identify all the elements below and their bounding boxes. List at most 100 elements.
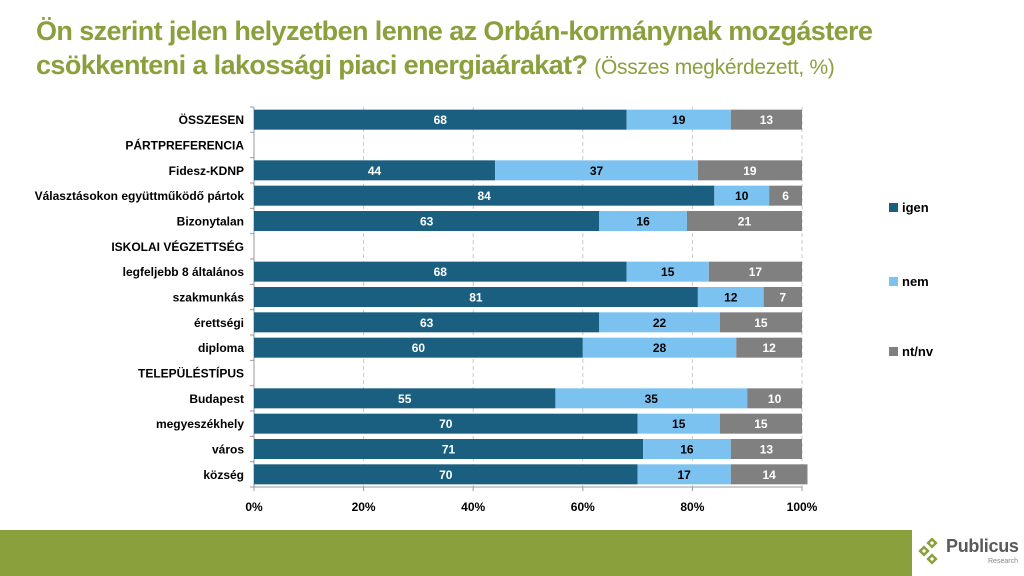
category-label: Bizonytalan (177, 215, 244, 229)
title-sub: (Összes megkérdezett, %) (594, 56, 835, 79)
x-tick-label: 20% (352, 500, 376, 514)
bar-igen (254, 312, 600, 333)
bar-nem (599, 211, 687, 231)
category-label: város (212, 443, 244, 457)
x-tick-label: 100% (787, 500, 818, 514)
data-label: 16 (680, 443, 694, 457)
data-label: 13 (760, 443, 774, 457)
data-label: 63 (420, 215, 434, 229)
category-label: megyeszékhely (156, 417, 244, 431)
bar-ntnv (686, 211, 802, 231)
data-label: 15 (754, 417, 768, 431)
bar-ntnv (708, 261, 802, 282)
data-label: 22 (653, 316, 667, 330)
category-label: Fidesz-KDNP (169, 164, 244, 178)
legend-swatch-nem (889, 277, 898, 286)
data-label: 16 (636, 215, 650, 229)
stacked-bar-chart: 0% 20% 40% 60% 80% 100% ÖSSZESEN 68 19 13 PÁRTPREF… (35, 106, 934, 514)
title-main: Ön szerint jelen helyzetben lenne az Orb… (36, 16, 873, 80)
legend-label: igen (902, 200, 929, 215)
data-label: 12 (762, 341, 776, 355)
bar-igen (254, 413, 638, 434)
data-label: 44 (368, 164, 382, 178)
category-label: PÁRTPREFERENCIA (125, 138, 244, 153)
data-label: 6 (782, 189, 789, 203)
bar-ntnv (730, 464, 808, 485)
bar-nem (643, 439, 731, 459)
category-label: község (203, 468, 244, 482)
category-label: Budapest (189, 392, 244, 406)
bar-igen (254, 287, 698, 307)
bar-ntnv (719, 312, 802, 333)
legend-label: nem (902, 274, 929, 289)
data-label: 7 (779, 291, 786, 305)
chart-title: Ön szerint jelen helyzetben lenne az Orb… (36, 14, 996, 85)
data-label: 19 (743, 164, 757, 178)
footer-band (0, 530, 912, 576)
bar-igen (254, 261, 627, 282)
data-label: 68 (434, 265, 448, 279)
bar-nem (697, 287, 764, 307)
bar-nem (626, 261, 709, 282)
bar-nem (582, 337, 737, 358)
data-label: 37 (590, 164, 604, 178)
data-label: 63 (420, 316, 434, 330)
bar-igen (254, 439, 644, 459)
bar-ntnv (769, 185, 802, 206)
data-label: 17 (749, 265, 763, 279)
category-label: ISKOLAI VÉGZETTSÉG (111, 239, 244, 254)
data-label: 15 (754, 316, 768, 330)
bar-ntnv (730, 439, 802, 459)
x-tick-label: 60% (571, 500, 595, 514)
category-label: érettségi (194, 316, 244, 330)
bar-igen (254, 160, 496, 181)
bar-ntnv (747, 388, 802, 409)
logo-name: Publicus (946, 536, 1019, 556)
data-label: 19 (672, 113, 686, 127)
bar-nem (714, 185, 770, 206)
bar-nem (626, 109, 731, 130)
category-label: ÖSSZESEN (179, 112, 244, 127)
bar-igen (254, 337, 583, 358)
bar-ntnv (763, 287, 802, 307)
publicus-logo: Publicus Research (916, 536, 1024, 572)
category-label: TELEPÜLÉSTÍPUS (138, 366, 244, 381)
bar-igen (254, 185, 715, 206)
data-label: 21 (738, 215, 752, 229)
x-tick-label: 80% (680, 500, 704, 514)
bar-nem (599, 312, 720, 333)
data-label: 81 (469, 291, 483, 305)
data-label: 12 (724, 291, 738, 305)
bar-nem (495, 160, 698, 181)
data-label: 55 (398, 392, 412, 406)
category-label: Választásokon együttműködő pártok (35, 189, 245, 203)
bar-ntnv (736, 337, 802, 358)
bar-ntnv (730, 109, 802, 130)
data-label: 60 (412, 341, 426, 355)
bar-ntnv (697, 160, 802, 181)
data-label: 28 (653, 341, 667, 355)
data-label: 71 (442, 443, 456, 457)
bar-igen (254, 211, 600, 231)
bar-igen (254, 109, 627, 130)
data-label: 70 (439, 417, 453, 431)
x-tick-label: 40% (461, 500, 485, 514)
data-label: 70 (439, 468, 453, 482)
category-label: diploma (198, 341, 244, 355)
data-label: 84 (477, 189, 491, 203)
bar-nem (637, 464, 731, 485)
data-label: 17 (678, 468, 692, 482)
logo-diamond-icon (918, 538, 938, 565)
data-label: 10 (735, 189, 749, 203)
bar-nem (637, 413, 720, 434)
category-label: legfeljebb 8 általános (123, 265, 245, 279)
bar-nem (555, 388, 748, 409)
data-label: 13 (760, 113, 774, 127)
data-label: 10 (768, 392, 782, 406)
legend-label: nt/nv (902, 344, 934, 359)
bar-ntnv (719, 413, 802, 434)
data-label: 14 (762, 468, 776, 482)
data-label: 35 (645, 392, 659, 406)
data-label: 15 (661, 265, 675, 279)
bar-igen (254, 388, 556, 409)
